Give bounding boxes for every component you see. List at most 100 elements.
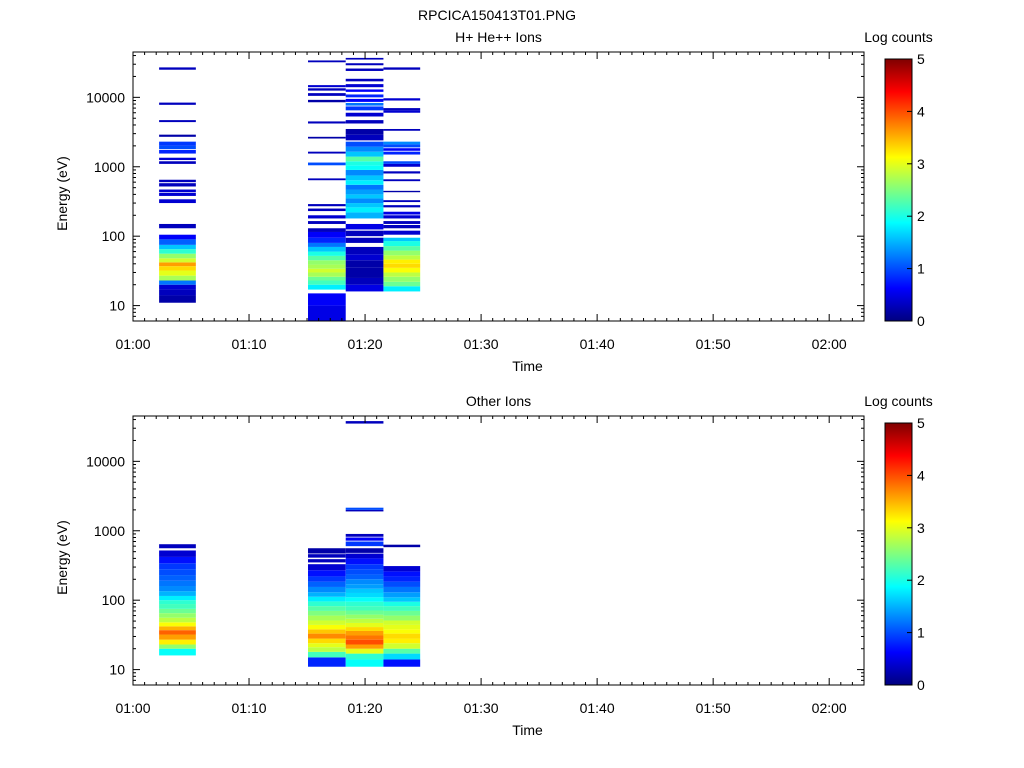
heatmap-cell <box>383 592 421 598</box>
heatmap-cell <box>345 606 384 611</box>
x-tick-label: 01:20 <box>348 700 383 716</box>
heatmap-cell <box>308 60 346 63</box>
heatmap-cell <box>345 601 384 607</box>
heatmap-cell <box>383 638 421 644</box>
heatmap-cell <box>383 586 421 593</box>
heatmap-cell <box>345 284 384 292</box>
colorbar-tick-label: 4 <box>917 103 925 119</box>
heatmap-cell <box>159 626 196 631</box>
heatmap-cell <box>345 260 384 268</box>
heatmap-cell <box>159 295 196 303</box>
heatmap-cell <box>308 581 346 587</box>
heatmap-cell <box>308 272 346 277</box>
heatmap-cell <box>383 108 421 111</box>
heatmap-cell <box>159 145 196 150</box>
heatmap-cell <box>345 120 384 124</box>
heatmap-cell <box>308 264 346 269</box>
heatmap-cell <box>308 651 346 658</box>
heatmap-cell <box>159 608 196 614</box>
x-tick-label: 01:40 <box>580 336 615 352</box>
heatmap-cell <box>345 639 384 645</box>
heatmap-cell <box>345 180 384 185</box>
heatmap-cell <box>345 165 384 170</box>
heatmap-cell <box>383 211 421 215</box>
x-axis-label: Time <box>512 358 543 374</box>
panel-title: H+ He++ Ions <box>455 29 542 45</box>
colorbar-tick-label: 0 <box>917 677 925 693</box>
heatmap-cell <box>383 286 421 292</box>
heatmap-cell <box>345 635 384 640</box>
heatmap-cell <box>383 281 421 287</box>
heatmap-cell <box>383 255 421 260</box>
heatmap-cell <box>308 215 346 219</box>
heatmap-cell <box>159 586 196 592</box>
heatmap-cell <box>345 98 384 102</box>
heatmap-cell <box>383 230 421 235</box>
heatmap-cell <box>159 141 196 146</box>
heatmap-cell <box>159 179 196 183</box>
heatmap-cell <box>308 643 346 648</box>
heatmap-cell <box>308 548 346 554</box>
heatmap-cell <box>308 99 346 103</box>
heatmap-cell <box>345 156 384 162</box>
heatmap-cell <box>383 215 421 219</box>
colorbar-label: Log counts <box>864 29 933 45</box>
heatmap-cell <box>383 237 421 242</box>
heatmap-cell <box>383 571 421 577</box>
plot-frame <box>132 415 865 686</box>
heatmap-cell <box>345 230 384 237</box>
heatmap-cell <box>159 604 196 609</box>
figure-title: RPCICA150413T01.PNG <box>418 7 576 23</box>
heatmap-cell <box>159 617 196 623</box>
x-tick-label: 01:20 <box>348 336 383 352</box>
colorbar-tick-label: 5 <box>917 415 925 431</box>
y-tick-label: 10000 <box>86 89 125 105</box>
heatmap-cell <box>345 597 384 602</box>
heatmap-cell <box>308 615 346 621</box>
x-tick-label: 01:00 <box>115 700 150 716</box>
plot-frame <box>132 51 865 322</box>
heatmap-cell <box>383 241 421 247</box>
heatmap-cell <box>159 289 196 296</box>
heatmap-cell <box>345 212 384 219</box>
heatmap-cell <box>345 569 384 575</box>
y-tick-label: 100 <box>102 228 126 244</box>
heatmap-cell <box>345 653 384 660</box>
heatmap-cell <box>345 537 384 541</box>
heatmap-cell <box>308 260 346 265</box>
heatmap-cell <box>159 569 196 576</box>
heatmap-cell <box>345 246 384 255</box>
heatmap-cell <box>159 622 196 627</box>
heatmap-cell <box>345 175 384 181</box>
heatmap-cell <box>345 84 384 88</box>
heatmap-cell <box>308 255 346 261</box>
heatmap-cell <box>383 144 421 148</box>
heatmap-cell <box>383 259 421 264</box>
heatmap-cell <box>308 570 346 577</box>
heatmap-cell <box>159 634 196 640</box>
heatmap-cell <box>308 242 346 247</box>
heatmap-cell <box>383 148 421 151</box>
heatmap-cell <box>159 613 196 618</box>
colorbar-tick-label: 2 <box>917 572 925 588</box>
colorbar <box>884 422 913 686</box>
heatmap-cell <box>345 533 384 537</box>
heatmap-cell <box>159 595 196 601</box>
heatmap-cell <box>308 204 346 207</box>
heatmap-cell <box>383 128 421 131</box>
x-tick-label: 01:10 <box>232 700 267 716</box>
x-tick-label: 01:00 <box>115 336 150 352</box>
heatmap-cell <box>308 231 346 238</box>
heatmap-cell <box>383 615 421 621</box>
heatmap-cell <box>308 620 346 625</box>
heatmap-cell <box>345 134 384 141</box>
heatmap-cell <box>308 85 346 88</box>
heatmap-cell <box>383 110 421 113</box>
heatmap-cell <box>308 596 346 602</box>
x-tick-label: 01:30 <box>464 700 499 716</box>
heatmap-cell <box>345 548 384 553</box>
heatmap-cell <box>308 564 346 571</box>
heatmap-cell <box>383 163 421 167</box>
heatmap-cell <box>383 597 421 602</box>
heatmap-cell <box>159 249 196 254</box>
